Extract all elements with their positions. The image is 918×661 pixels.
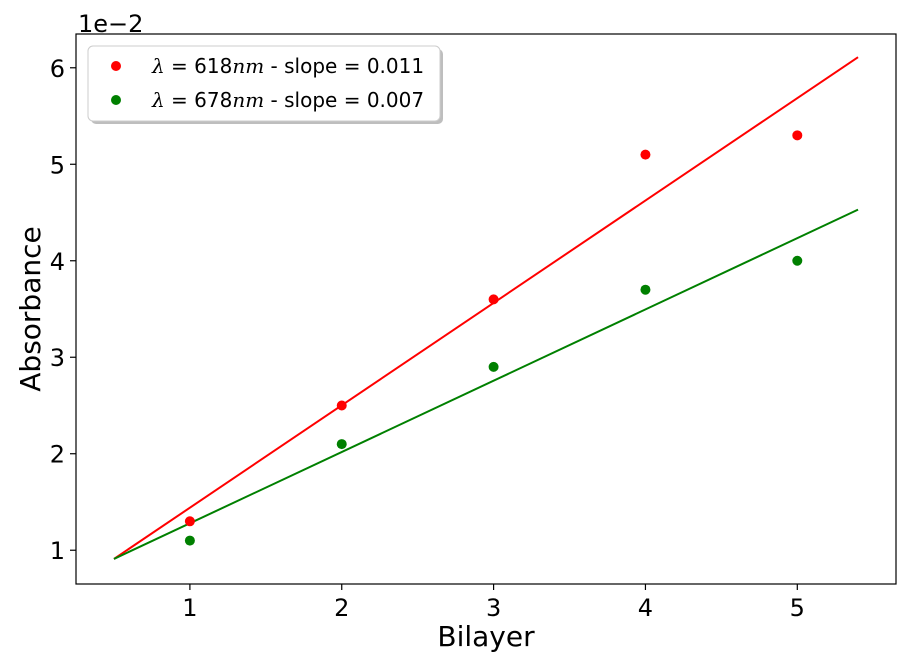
x-tick-label: 2 [334,594,349,622]
legend-label-2: λ = 678nm - slope = 0.007 [151,88,424,112]
x-tick-label: 3 [486,594,501,622]
x-axis-label: Bilayer [437,620,535,653]
y-offset-text: 1e−2 [78,10,143,38]
data-point-series2-4 [640,284,651,295]
y-tick-label: 6 [50,55,65,83]
data-point-series2-1 [184,535,195,546]
legend-marker-1 [111,61,121,71]
data-point-series1-4 [640,149,651,160]
data-point-series1-5 [792,130,803,141]
data-points [184,130,803,546]
x-axis-ticks: 1 2 3 4 5 [182,584,805,622]
data-point-series2-2 [336,439,347,450]
legend-marker-2 [111,95,121,105]
x-tick-label: 4 [638,594,653,622]
plot-frame [75,33,897,585]
data-point-series2-5 [792,255,803,266]
fit-lines [113,56,859,560]
data-point-series1-3 [488,294,499,305]
legend-label-1: λ = 618nm - slope = 0.011 [151,54,424,78]
y-tick-label: 2 [50,441,65,469]
legend-box [87,45,441,122]
y-axis-ticks: 1 2 3 4 5 6 [50,55,76,565]
y-axis-label: Absorbance [14,226,47,391]
y-tick-label: 3 [50,344,65,372]
legend: λ = 618nm - slope = 0.011 λ = 678nm - slo… [87,45,443,124]
data-point-series1-1 [184,516,195,527]
y-tick-label: 4 [50,248,65,276]
y-tick-label: 5 [50,151,65,179]
fit-line-1 [113,56,859,560]
data-point-series2-3 [488,361,499,372]
fit-line-2 [113,208,859,560]
data-point-series1-2 [336,400,347,411]
y-tick-label: 1 [50,537,65,565]
x-tick-label: 1 [182,594,197,622]
x-tick-label: 5 [790,594,805,622]
